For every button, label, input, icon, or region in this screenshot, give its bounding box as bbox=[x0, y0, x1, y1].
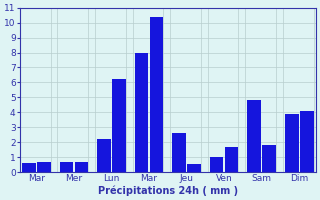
Bar bbox=[262, 145, 276, 172]
Bar bbox=[172, 133, 186, 172]
Bar bbox=[37, 162, 51, 172]
Bar bbox=[75, 162, 88, 172]
Bar bbox=[247, 100, 261, 172]
Bar bbox=[188, 164, 201, 172]
Bar bbox=[225, 147, 238, 172]
Bar bbox=[285, 114, 299, 172]
Bar bbox=[22, 163, 36, 172]
Bar bbox=[112, 79, 126, 172]
Bar bbox=[97, 139, 111, 172]
Bar bbox=[300, 111, 314, 172]
Bar bbox=[135, 53, 148, 172]
X-axis label: Précipitations 24h ( mm ): Précipitations 24h ( mm ) bbox=[98, 185, 238, 196]
Bar bbox=[150, 17, 163, 172]
Bar bbox=[210, 157, 223, 172]
Bar bbox=[60, 162, 73, 172]
